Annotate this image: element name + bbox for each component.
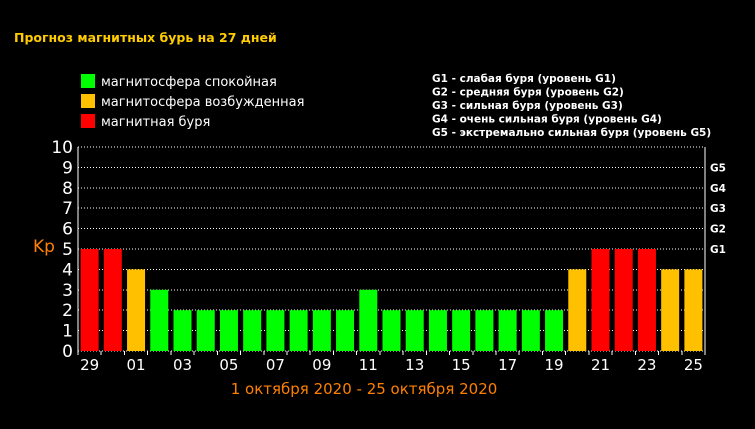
bar-12 — [382, 310, 401, 351]
x-tick-label: 25 — [684, 356, 703, 374]
x-tick-label: 29 — [80, 356, 99, 374]
x-tick-label: 21 — [591, 356, 610, 374]
bar-24 — [661, 269, 680, 351]
g-tick-label: G1 — [710, 244, 726, 256]
bar-20 — [568, 269, 587, 351]
bar-30 — [103, 249, 122, 351]
legend-swatch-storm — [81, 114, 95, 128]
y-axis-label: Kp — [33, 237, 55, 257]
x-axis-label: 1 октября 2020 - 25 октября 2020 — [231, 380, 498, 398]
g-scale-ticks: G1 G2 G3 G4 G5 — [710, 162, 726, 256]
bar-23 — [637, 249, 656, 351]
x-tick-label: 01 — [127, 356, 146, 374]
g-scale-legend: G1 - слабая буря (уровень G1) G2 - средня… — [432, 73, 711, 139]
legend-label-storm: магнитная буря — [101, 115, 210, 130]
x-tick-label: 03 — [173, 356, 192, 374]
g-tick-label: G5 — [710, 162, 726, 174]
x-tick-label: 09 — [312, 356, 331, 374]
g-legend-item: G2 - средняя буря (уровень G2) — [432, 87, 624, 99]
bar-13 — [405, 310, 424, 351]
bar-21 — [591, 249, 610, 351]
x-tick-label: 07 — [266, 356, 285, 374]
y-tick-label: 10 — [51, 138, 73, 158]
x-axis-ticks: 29 01 03 05 07 09 11 13 15 17 19 21 23 25 — [80, 356, 703, 374]
bar-14 — [428, 310, 447, 351]
bar-07 — [266, 310, 285, 351]
y-tick-label: 5 — [62, 240, 73, 260]
legend: магнитосфера спокойная магнитосфера возбу… — [81, 74, 304, 130]
bars — [80, 249, 703, 351]
g-tick-label: G4 — [710, 183, 726, 195]
legend-swatch-calm — [81, 74, 95, 88]
chart-title: Прогноз магнитных бурь на 27 дней — [14, 30, 277, 45]
y-tick-label: 9 — [62, 158, 73, 178]
bar-06 — [243, 310, 262, 351]
legend-label-calm: магнитосфера спокойная — [101, 75, 277, 90]
x-tick-label: 19 — [545, 356, 564, 374]
bar-22 — [614, 249, 633, 351]
legend-swatch-excited — [81, 94, 95, 108]
y-tick-label: 1 — [62, 322, 73, 342]
g-legend-item: G3 - сильная буря (уровень G3) — [432, 100, 623, 112]
bar-19 — [545, 310, 564, 351]
x-tick-label: 17 — [498, 356, 517, 374]
bar-01 — [127, 269, 146, 351]
x-tick-label: 23 — [637, 356, 656, 374]
bar-04 — [196, 310, 215, 351]
bar-08 — [289, 310, 308, 351]
legend-label-excited: магнитосфера возбужденная — [101, 95, 304, 110]
g-legend-item: G5 - экстремально сильная буря (уровень … — [432, 127, 711, 139]
g-tick-label: G3 — [710, 203, 726, 215]
y-tick-label: 3 — [62, 281, 73, 301]
bar-25 — [684, 269, 703, 351]
x-tick-label: 15 — [452, 356, 471, 374]
bar-09 — [312, 310, 331, 351]
g-legend-item: G4 - очень сильная буря (уровень G4) — [432, 114, 662, 126]
g-legend-item: G1 - слабая буря (уровень G1) — [432, 73, 616, 85]
bar-16 — [475, 310, 494, 351]
bar-15 — [452, 310, 471, 351]
y-tick-label: 7 — [62, 199, 73, 219]
x-tick-label: 05 — [219, 356, 238, 374]
x-tick-label: 13 — [405, 356, 424, 374]
bar-02 — [150, 289, 169, 351]
bar-10 — [336, 310, 355, 351]
g-tick-label: G2 — [710, 224, 726, 236]
bar-11 — [359, 289, 378, 351]
bar-29 — [80, 249, 99, 351]
x-tick-label: 11 — [359, 356, 378, 374]
bar-17 — [498, 310, 517, 351]
bar-18 — [521, 310, 540, 351]
bar-05 — [219, 310, 238, 351]
y-tick-label: 0 — [62, 342, 73, 362]
bar-03 — [173, 310, 192, 351]
y-tick-label: 8 — [62, 179, 73, 199]
y-tick-label: 4 — [62, 260, 73, 280]
y-tick-label: 6 — [62, 220, 73, 240]
y-tick-label: 2 — [62, 301, 73, 321]
